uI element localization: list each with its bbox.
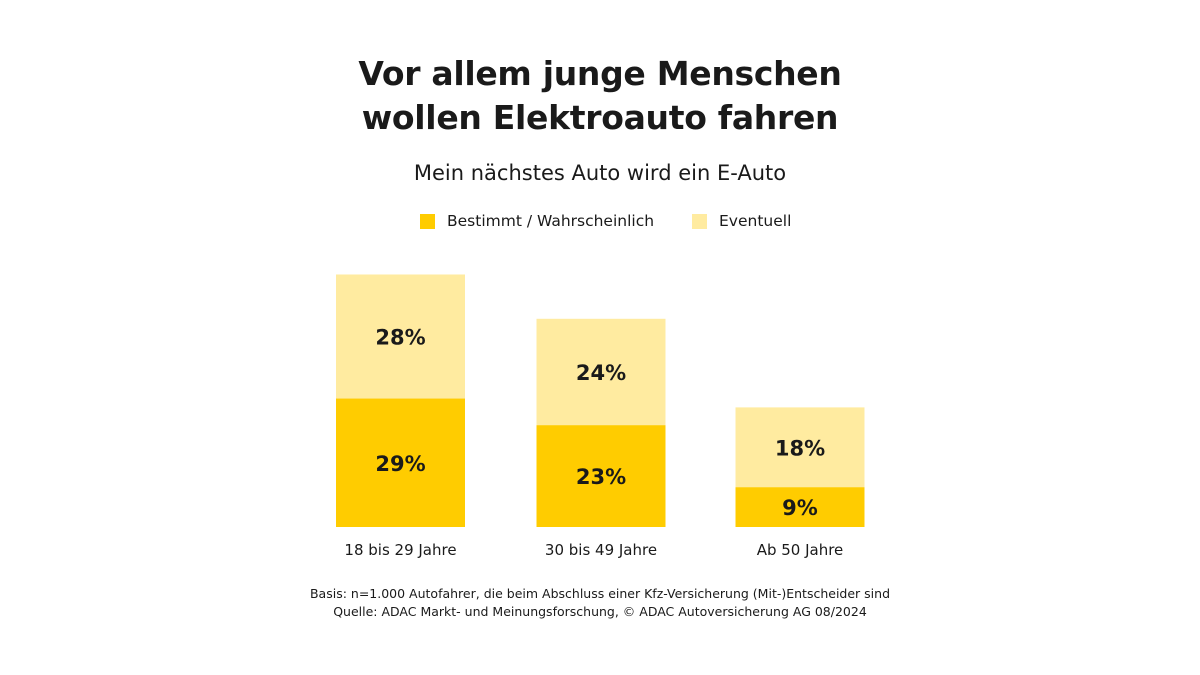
data-label-bestimmt-0: 29% — [375, 452, 425, 476]
bar-eventuell-2 — [735, 407, 865, 488]
chart-title-line2: wollen Elektroauto fahren — [361, 98, 839, 137]
legend-label-eventuell: Eventuell — [719, 212, 792, 230]
bar-eventuell-1 — [536, 318, 666, 426]
legend-swatch-bestimmt — [420, 213, 435, 229]
data-label-eventuell-0: 28% — [375, 326, 425, 350]
data-label-eventuell-2: 18% — [775, 436, 825, 460]
bar-eventuell-0 — [336, 274, 465, 399]
chart-title: Vor allem junge Menschen wollen Elektroa… — [0, 52, 1200, 140]
chart-footer: Basis: n=1.000 Autofahrer, die beim Absc… — [0, 585, 1200, 621]
category-label-2: Ab 50 Jahre — [757, 541, 844, 559]
legend-item-eventuell: Eventuell — [692, 212, 791, 230]
data-label-eventuell-1: 24% — [576, 361, 626, 385]
legend-label-bestimmt: Bestimmt / Wahrscheinlich — [447, 212, 655, 230]
data-label-bestimmt-2: 9% — [782, 496, 818, 520]
legend-item-bestimmt: Bestimmt / Wahrscheinlich — [420, 212, 654, 230]
data-label-bestimmt-1: 23% — [576, 465, 626, 489]
bar-bestimmt-2 — [735, 487, 865, 527]
category-label-0: 18 bis 29 Jahre — [344, 541, 456, 559]
bar-bestimmt-1 — [536, 425, 666, 527]
legend-swatch-eventuell — [692, 213, 707, 229]
chart-title-line1: Vor allem junge Menschen — [358, 54, 842, 93]
footer-source: Quelle: ADAC Markt- und Meinungsforschun… — [333, 604, 867, 619]
bar-bestimmt-0 — [336, 398, 465, 527]
chart-subtitle: Mein nächstes Auto wird ein E-Auto — [413, 161, 787, 185]
footer-basis: Basis: n=1.000 Autofahrer, die beim Absc… — [309, 586, 891, 601]
category-label-1: 30 bis 49 Jahre — [545, 541, 657, 559]
legend: Bestimmt / Wahrscheinlich Eventuell — [0, 212, 1200, 236]
